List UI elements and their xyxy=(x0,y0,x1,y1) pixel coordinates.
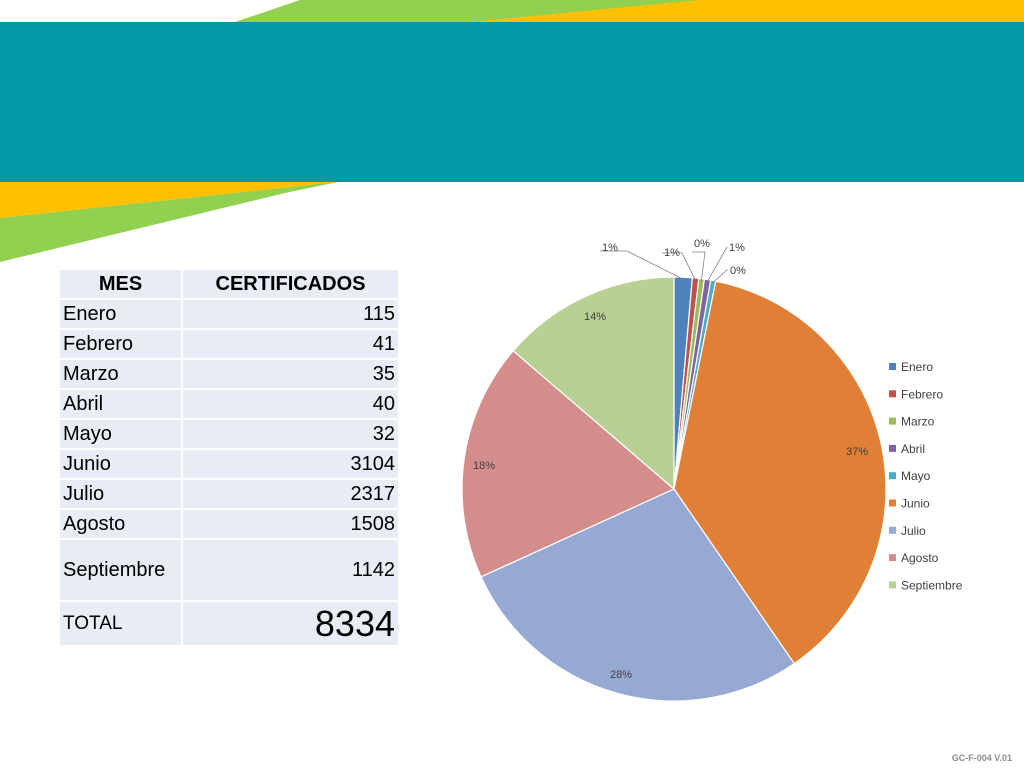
count-cell: 1508 xyxy=(181,508,400,540)
table-row: Marzo 35 xyxy=(58,358,400,390)
legend-label: Enero xyxy=(901,360,933,374)
leader-line xyxy=(600,250,684,280)
data-label: 0% xyxy=(730,265,746,277)
legend-swatch xyxy=(889,581,896,589)
leader-line xyxy=(706,246,728,282)
data-label: 1% xyxy=(664,247,680,259)
month-cell: Julio xyxy=(58,478,183,510)
table-row: Septiembre 1142 xyxy=(58,538,400,602)
month-cell: Septiembre xyxy=(58,538,183,602)
count-cell: 2317 xyxy=(181,478,400,510)
data-label: 1% xyxy=(729,242,745,254)
leader-line xyxy=(692,251,706,281)
count-cell: 32 xyxy=(181,418,400,450)
month-cell: Marzo xyxy=(58,358,183,390)
pie-slice-agosto xyxy=(461,349,676,578)
total-value: 8334 xyxy=(181,600,400,647)
table-row: Agosto 1508 xyxy=(58,508,400,540)
data-label: 1% xyxy=(602,242,618,254)
table-row: Julio 2317 xyxy=(58,478,400,510)
legend-swatch xyxy=(889,499,896,507)
table-row: Junio 3104 xyxy=(58,448,400,480)
legend-label: Febrero xyxy=(901,387,943,401)
header-certificados: CERTIFICADOS xyxy=(181,268,400,300)
data-label: 18% xyxy=(473,460,495,472)
table-row: Mayo 32 xyxy=(58,418,400,450)
count-cell: 3104 xyxy=(181,448,400,480)
legend-label: Junio xyxy=(901,497,930,511)
data-label: 0% xyxy=(694,238,710,250)
legend-swatch xyxy=(889,444,896,452)
count-cell: 1142 xyxy=(181,538,400,602)
month-cell: Mayo xyxy=(58,418,183,450)
table-header-row: MES CERTIFICADOS xyxy=(58,268,400,300)
legend-swatch xyxy=(889,363,896,370)
document-code: GC-F-004 V.01 xyxy=(951,753,1012,763)
pie-slice-septiembre xyxy=(512,276,675,491)
count-cell: 115 xyxy=(181,298,400,330)
count-cell: 40 xyxy=(181,388,400,420)
header-decoration xyxy=(0,0,1024,262)
legend-swatch xyxy=(889,417,896,425)
green-stripe-bottom xyxy=(0,182,338,262)
leader-line xyxy=(712,269,728,283)
table-row: Enero 115 xyxy=(58,298,400,330)
legend-label: Septiembre xyxy=(901,578,963,592)
table-row: Abril 40 xyxy=(58,388,400,420)
month-cell: Febrero xyxy=(58,328,183,360)
certificates-table: MES CERTIFICADOS Enero 115 Febrero 41 Ma… xyxy=(58,268,400,647)
data-label: 28% xyxy=(610,669,632,681)
total-label: TOTAL xyxy=(58,600,183,647)
table-row: Febrero 41 xyxy=(58,328,400,360)
month-cell: Junio xyxy=(58,448,183,480)
legend-swatch xyxy=(889,526,896,534)
total-row: TOTAL 8334 xyxy=(58,600,400,647)
pie-slice-junio xyxy=(673,280,887,665)
legend-label: Mayo xyxy=(901,469,931,483)
legend-swatch xyxy=(889,472,896,480)
month-cell: Agosto xyxy=(58,508,183,540)
month-cell: Enero xyxy=(58,298,183,330)
month-cell: Abril xyxy=(58,388,183,420)
legend-label: Abril xyxy=(901,442,925,456)
pie-slice-julio xyxy=(480,488,796,702)
data-label: 14% xyxy=(584,311,606,323)
leader-line xyxy=(662,252,696,281)
count-cell: 41 xyxy=(181,328,400,360)
legend-label: Marzo xyxy=(901,415,935,429)
legend-label: Agosto xyxy=(901,551,939,565)
data-label: 37% xyxy=(846,446,868,458)
yellow-stripe-top xyxy=(470,0,1024,22)
legend-label: Julio xyxy=(901,524,926,538)
teal-banner xyxy=(0,22,1024,182)
legend-swatch xyxy=(889,554,896,562)
legend-swatch xyxy=(889,390,896,398)
count-cell: 35 xyxy=(181,358,400,390)
header-mes: MES xyxy=(58,268,183,300)
